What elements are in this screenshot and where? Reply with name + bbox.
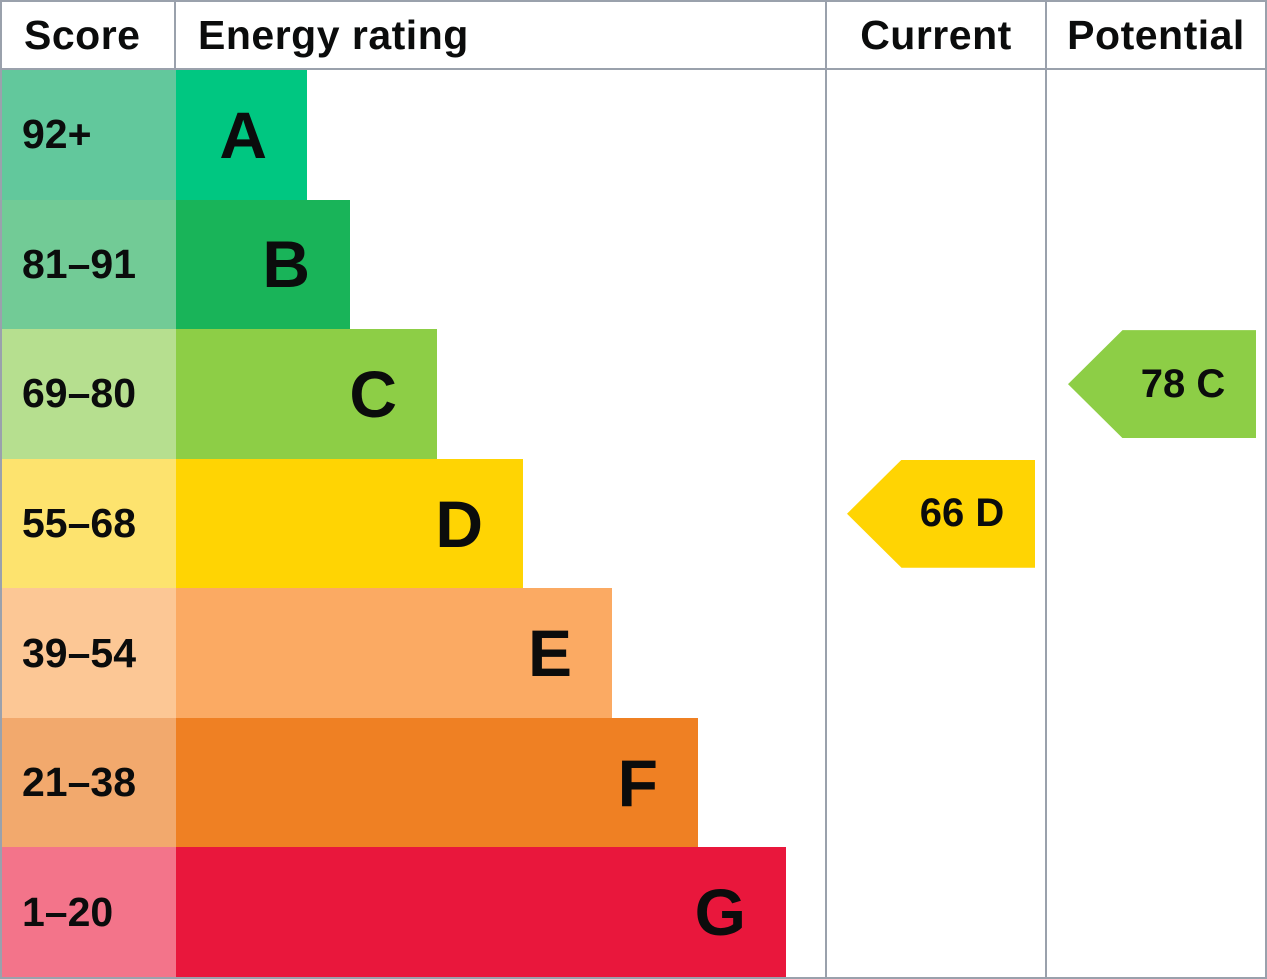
current-cell-e [825, 588, 1045, 718]
band-letter-b: B [262, 227, 310, 302]
band-letter-g: G [694, 875, 746, 950]
potential-cell-b [1045, 199, 1265, 330]
current-cell-g [825, 847, 1045, 978]
band-letter-f: F [617, 745, 658, 820]
energy-rating-column-header: Energy rating [198, 11, 469, 58]
band-row-a: 92+ A [2, 70, 1265, 200]
score-range-f: 21–38 [2, 717, 176, 848]
current-rating-value: 66 D [919, 491, 1005, 536]
band-row-e: 39–54 E [2, 588, 1265, 718]
rating-bar-b: B [176, 199, 350, 330]
band-letter-c: C [349, 356, 397, 431]
rating-track-e: E [176, 588, 825, 718]
band-row-c: 69–80 C 78 C [2, 329, 1265, 459]
potential-column-header: Potential [1045, 2, 1265, 68]
band-row-g: 1–20 G [2, 847, 1265, 978]
rating-bar-g: G [176, 847, 786, 978]
band-row-b: 81–91 B [2, 199, 1265, 330]
rating-bar-f: F [176, 717, 698, 848]
rating-track-d: D [176, 458, 825, 589]
band-row-f: 21–38 F [2, 717, 1265, 848]
potential-cell-d [1045, 458, 1265, 589]
score-range-a: 92+ [2, 70, 176, 200]
score-range-d: 55–68 [2, 458, 176, 589]
current-cell-b [825, 199, 1045, 330]
score-column-header: Score [2, 2, 176, 68]
current-cell-f [825, 717, 1045, 848]
potential-rating-arrow: 78 C [1068, 330, 1256, 439]
score-range-c: 69–80 [2, 329, 176, 459]
current-column-header: Current [825, 2, 1045, 68]
current-cell-a [825, 70, 1045, 200]
chart-header-row: Score Energy rating Current Potential [2, 2, 1265, 70]
current-cell-c [825, 329, 1045, 459]
rating-track-g: G [176, 847, 825, 978]
potential-rating-value: 78 C [1140, 361, 1226, 406]
band-letter-d: D [435, 486, 483, 561]
rating-track-b: B [176, 199, 825, 330]
rating-track-c: C [176, 329, 825, 459]
current-cell-d: 66 D [825, 458, 1045, 589]
score-range-b: 81–91 [2, 199, 176, 330]
rating-bar-d: D [176, 458, 523, 589]
score-range-e: 39–54 [2, 588, 176, 718]
band-letter-e: E [527, 616, 572, 691]
rating-track-a: A [176, 70, 825, 200]
potential-cell-e [1045, 588, 1265, 718]
band-letter-a: A [219, 97, 267, 172]
potential-cell-a [1045, 70, 1265, 200]
rating-bar-a: A [176, 70, 307, 200]
potential-cell-f [1045, 717, 1265, 848]
band-row-d: 55–68 D 66 D [2, 458, 1265, 589]
rating-bar-e: E [176, 588, 612, 718]
potential-cell-g [1045, 847, 1265, 978]
rating-bar-c: C [176, 329, 437, 459]
rating-track-f: F [176, 717, 825, 848]
score-range-g: 1–20 [2, 847, 176, 978]
current-rating-arrow: 66 D [847, 459, 1035, 568]
potential-cell-c: 78 C [1045, 329, 1265, 459]
